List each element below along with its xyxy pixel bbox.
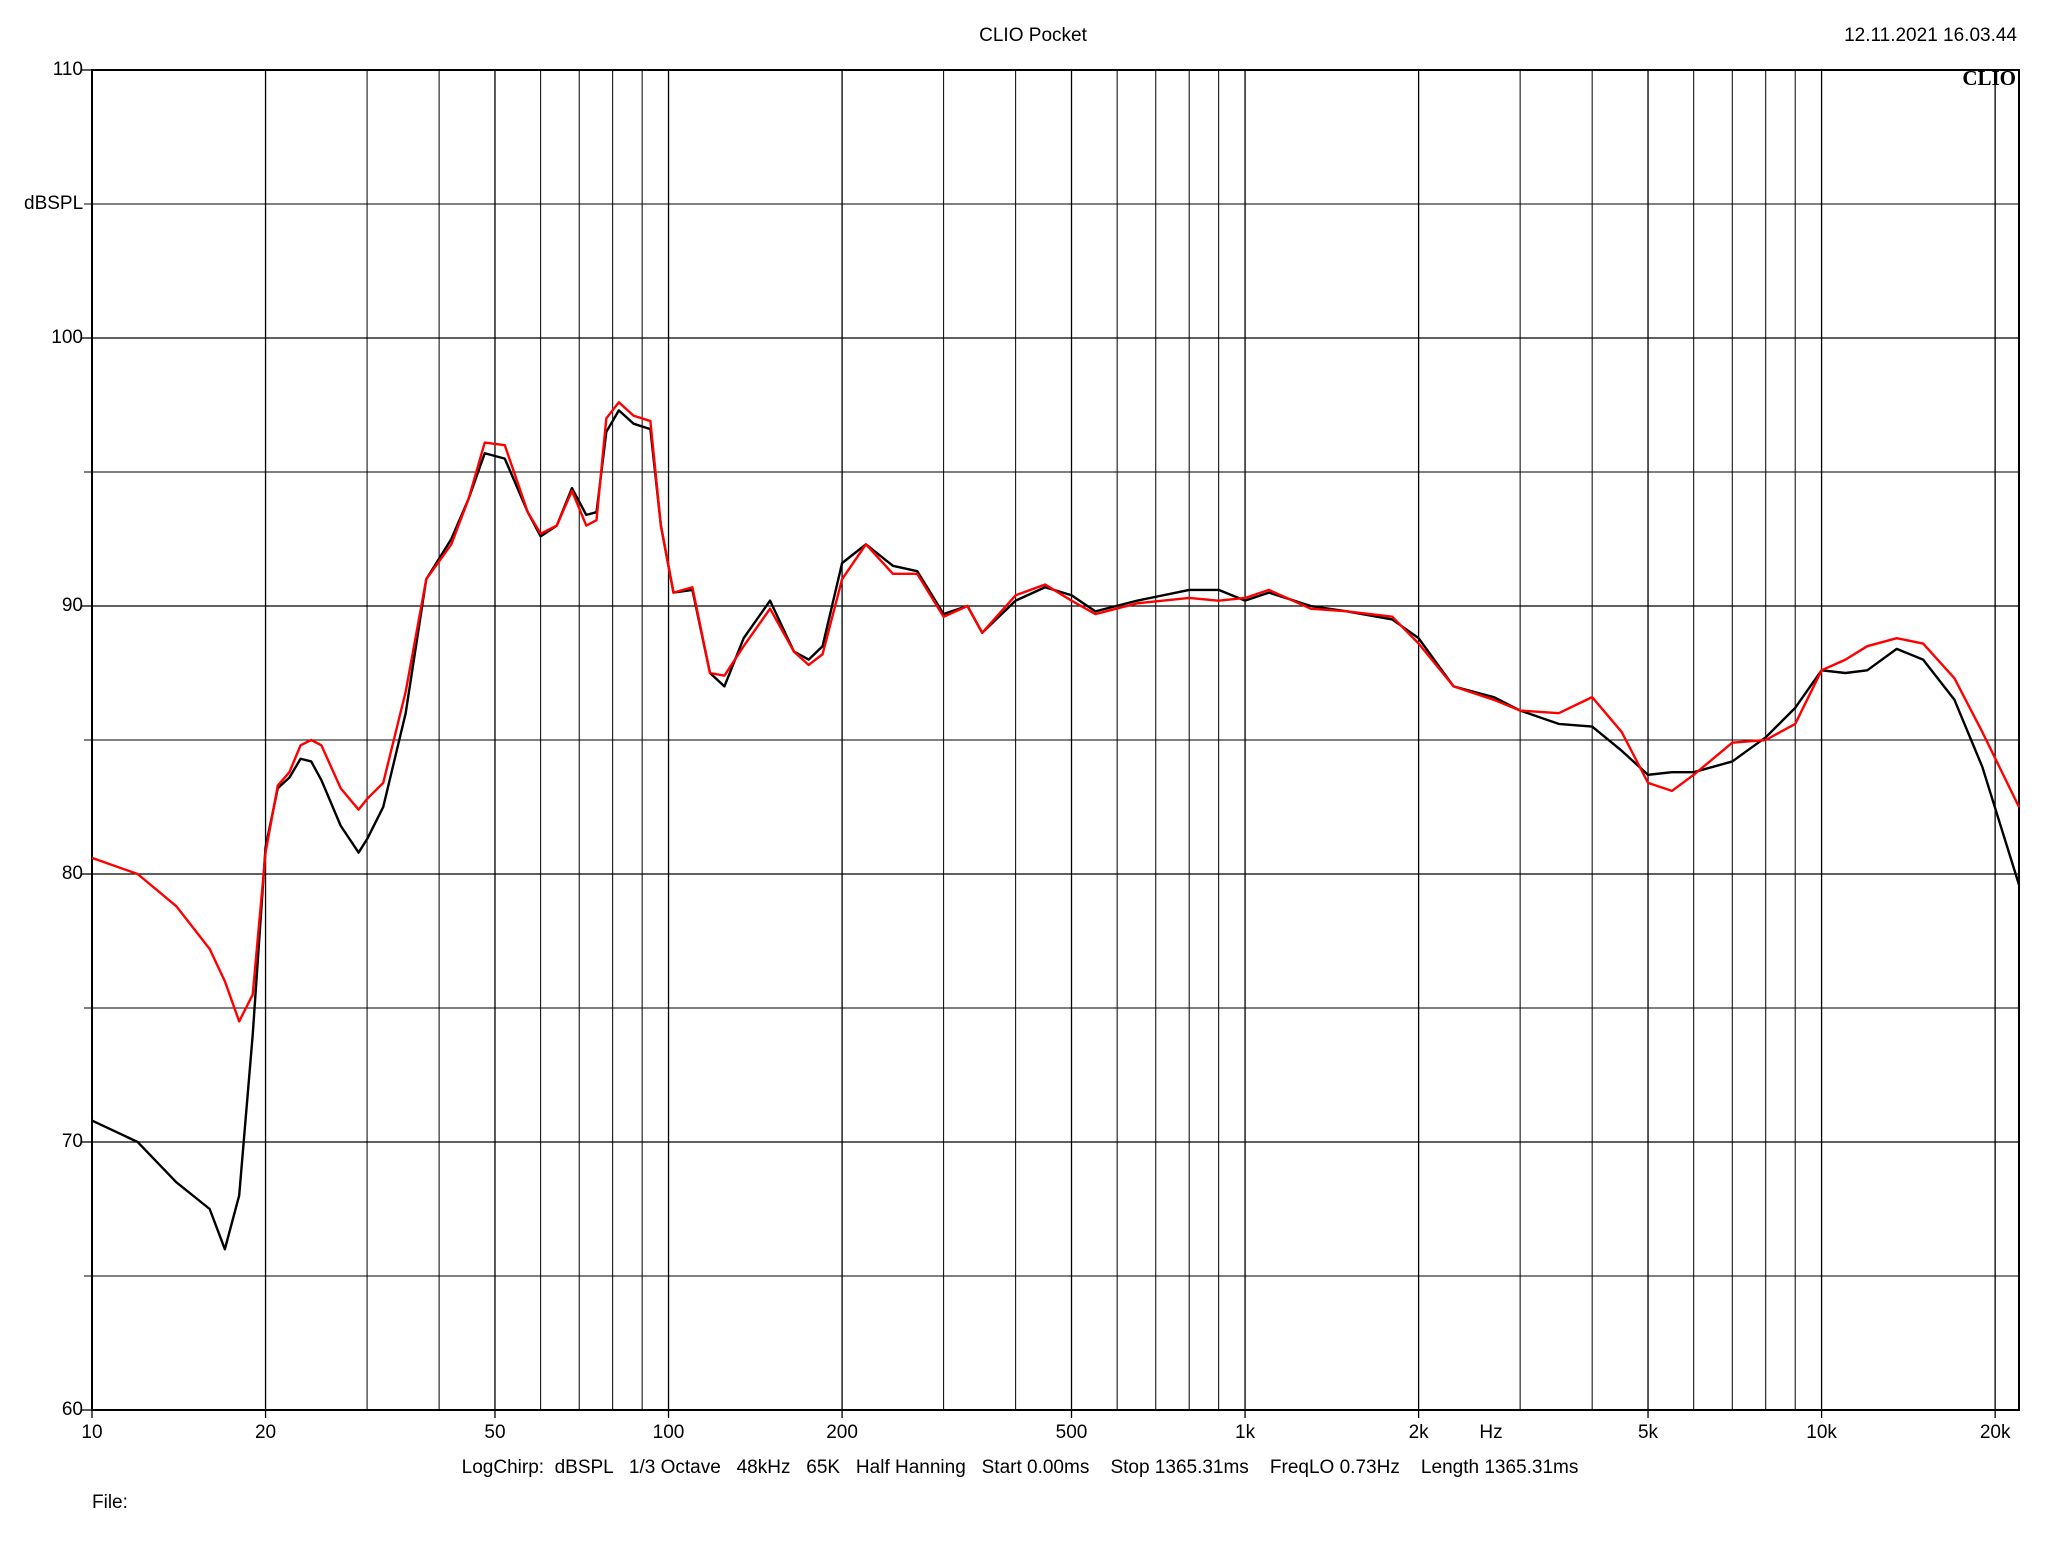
- x-tick-label: 500: [1056, 1422, 1088, 1443]
- x-axis-label: Hz: [1479, 1422, 1502, 1443]
- x-tick-label: 10k: [1806, 1422, 1837, 1443]
- y-tick-label: 60: [62, 1399, 83, 1420]
- x-tick-label: 20: [255, 1422, 276, 1443]
- x-tick-label: 2k: [1409, 1422, 1430, 1443]
- x-tick-label: 100: [653, 1422, 685, 1443]
- y-tick-label: 80: [62, 863, 83, 884]
- x-tick-label: 50: [484, 1422, 505, 1443]
- x-tick-label: 200: [826, 1422, 858, 1443]
- y-tick-label: 90: [62, 595, 83, 616]
- response-line: [91, 401, 2021, 1023]
- measurement-settings: LogChirp: dBSPL 1/3 Octave 48kHz 65K Hal…: [462, 1457, 1579, 1478]
- y-tick-label: 70: [62, 1131, 83, 1152]
- file-label: File:: [92, 1492, 128, 1513]
- logo: CLIO: [1962, 66, 2016, 90]
- chart-title: CLIO Pocket: [979, 25, 1087, 46]
- y-tick-label: 100: [51, 327, 83, 348]
- y-axis-label: dBSPL: [24, 193, 83, 214]
- response-line: [91, 409, 2021, 1251]
- y-tick-label: 110: [53, 59, 83, 80]
- timestamp: 12.11.2021 16.03.44: [1844, 25, 2017, 46]
- x-tick-label: 5k: [1638, 1422, 1659, 1443]
- x-tick-label: 1k: [1235, 1422, 1256, 1443]
- x-tick-label: 20k: [1980, 1422, 2011, 1443]
- plot-frame: [91, 69, 2020, 1411]
- x-tick-label: 10: [81, 1422, 102, 1443]
